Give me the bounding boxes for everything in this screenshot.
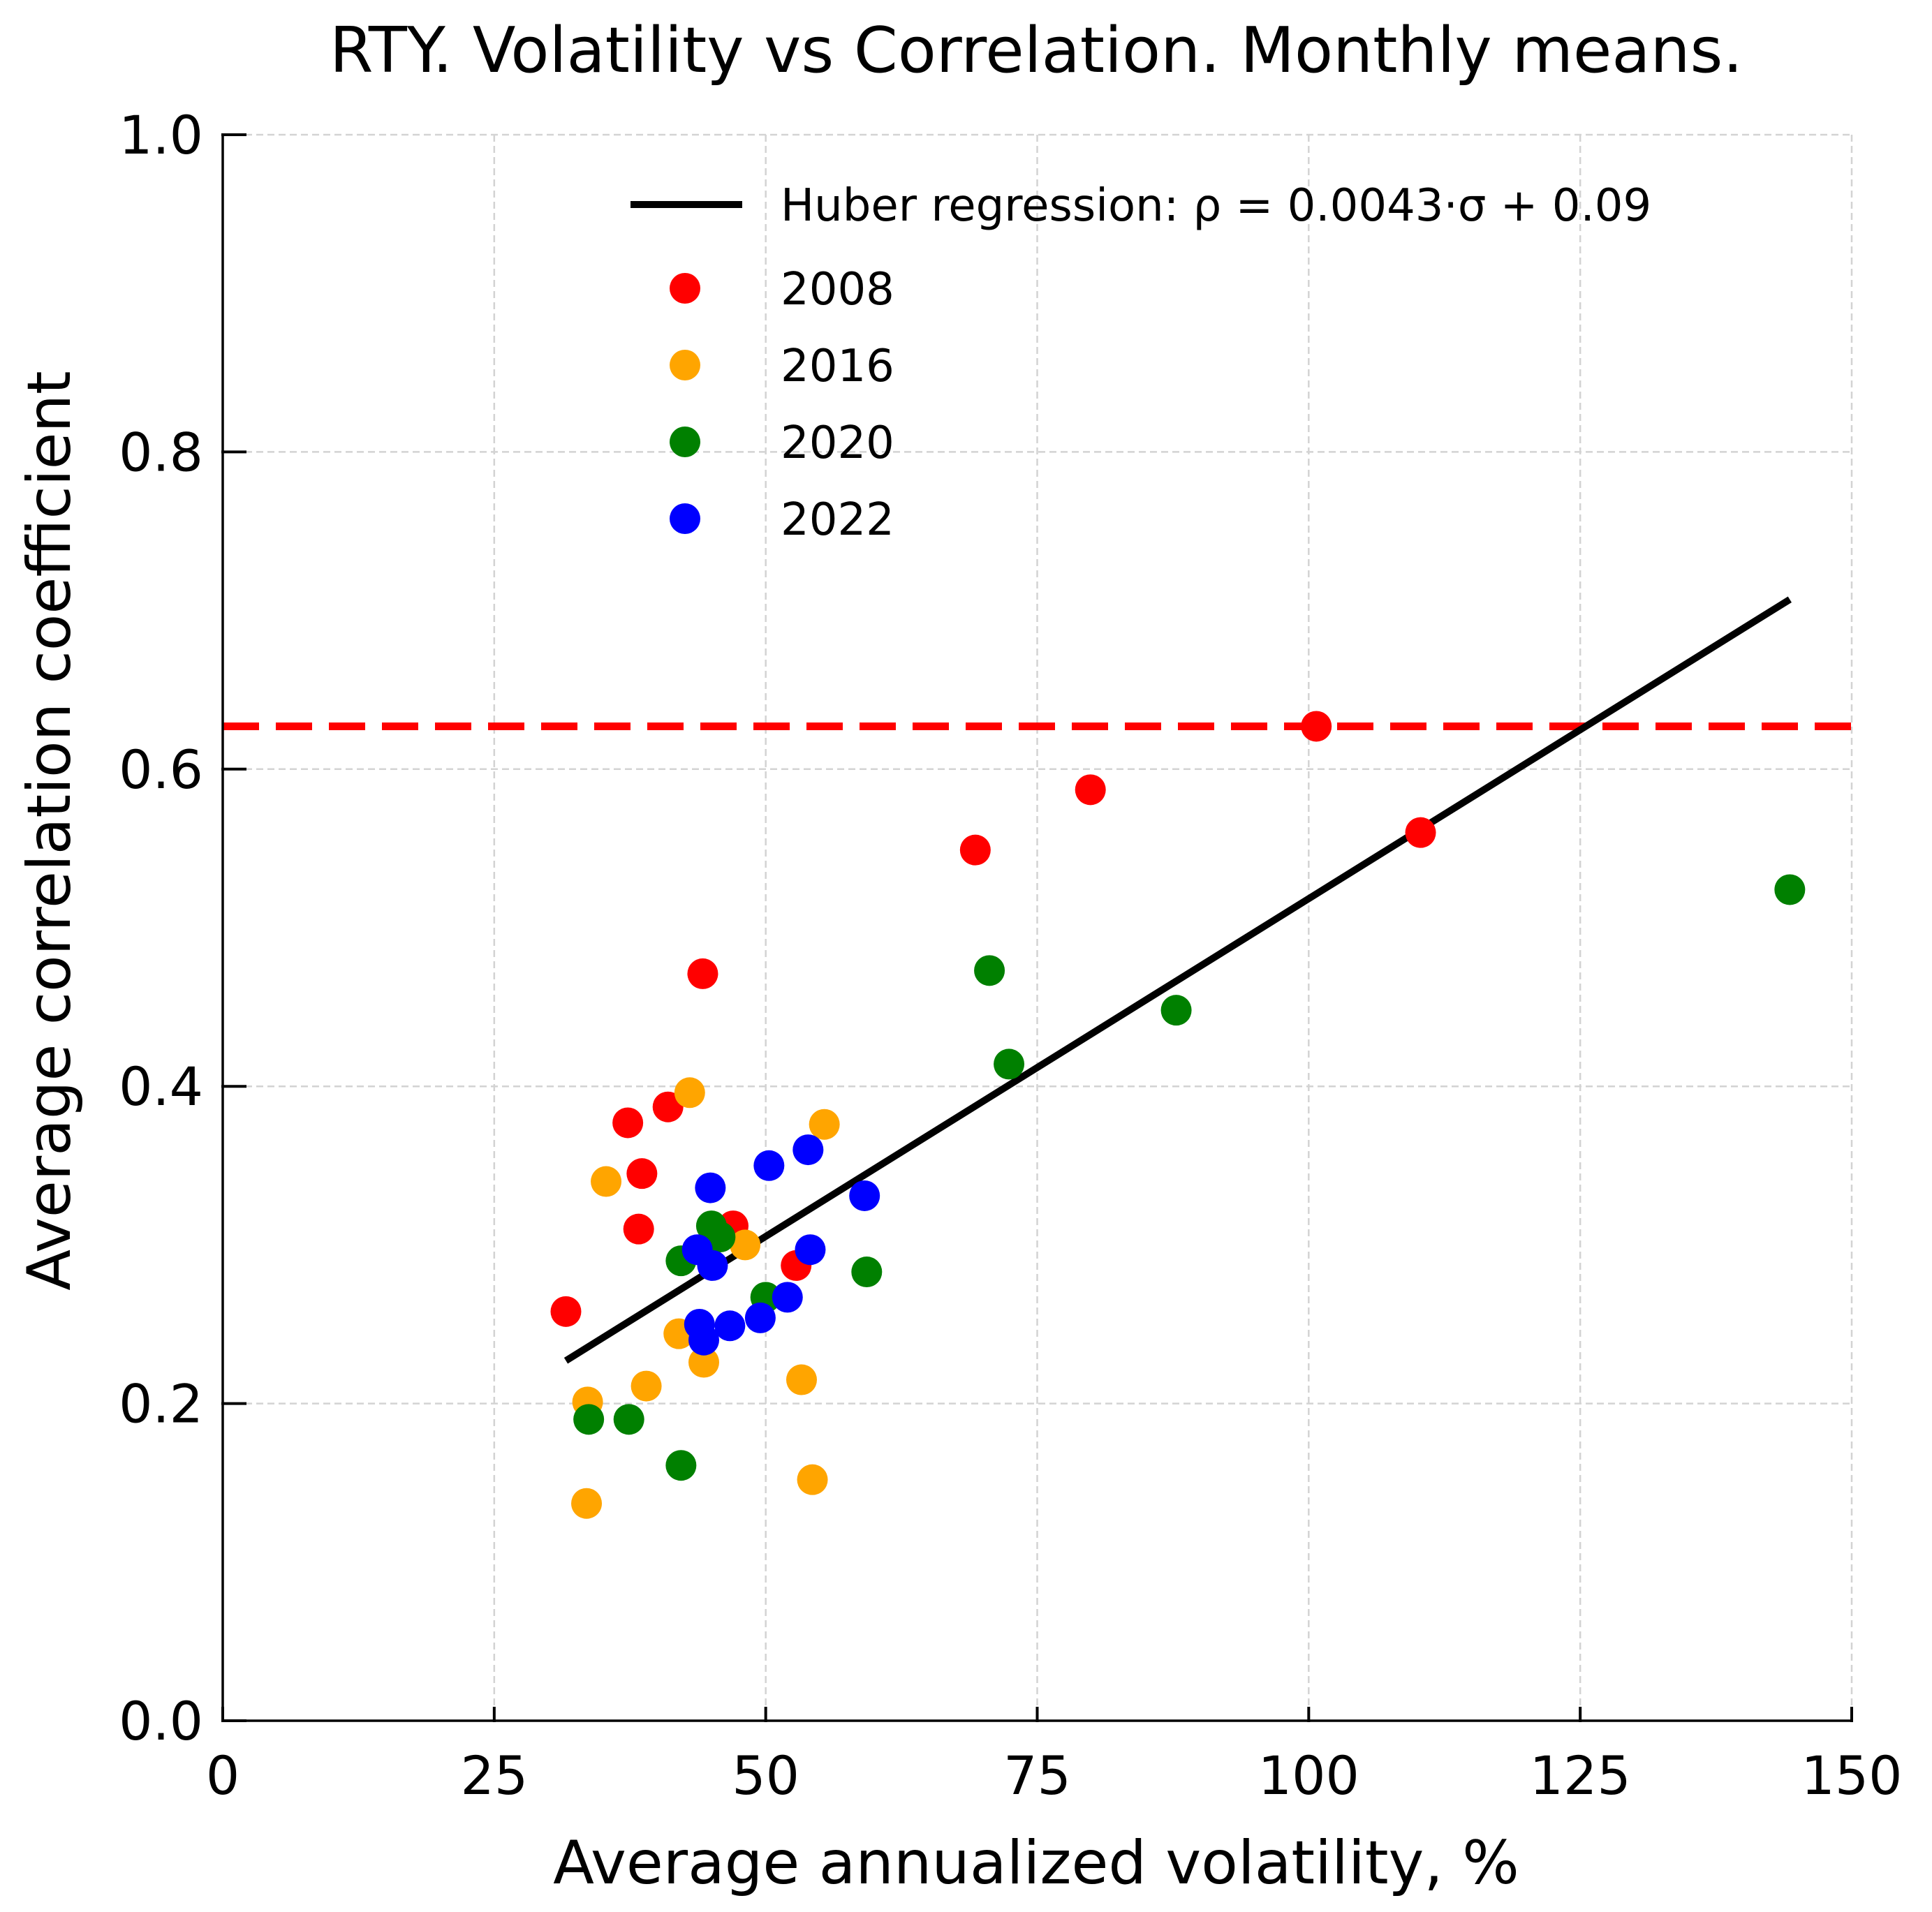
point-2016-9 [797,1464,828,1495]
regression-line-group [563,596,1792,1364]
legend-marker-2020 [670,427,700,457]
point-2016-8 [786,1364,817,1395]
point-2020-10 [1160,995,1192,1026]
point-2016-2 [591,1166,622,1197]
point-2016-0 [571,1488,603,1519]
data-points [550,711,1806,1519]
point-2022-11 [849,1180,880,1211]
point-2008-10 [1301,711,1332,742]
y-axis-label: Average correlation coefficient [15,371,84,1291]
legend-label-2016: 2016 [781,341,894,392]
legend-marker-2016 [670,350,700,380]
point-2020-7 [851,1257,883,1288]
legend-label-2020: 2020 [781,417,894,469]
point-2022-7 [753,1150,785,1181]
point-2016-6 [688,1347,720,1378]
x-tick-label-0: 0 [206,1744,239,1807]
point-2008-0 [550,1296,582,1327]
y-tick-label-0.6: 0.6 [119,739,203,801]
point-2016-5 [674,1077,705,1109]
point-2022-3 [695,1172,726,1203]
regression-line [563,596,1792,1364]
point-2016-10 [809,1109,840,1140]
point-2008-2 [623,1213,654,1245]
y-tick-label-1.0: 1.0 [119,104,203,166]
point-2016-3 [631,1370,662,1402]
point-2020-5 [705,1222,736,1253]
point-2008-3 [626,1158,658,1190]
point-2022-5 [714,1310,746,1342]
point-2022-9 [792,1134,824,1166]
legend-marker-2008 [670,273,700,304]
point-2020-11 [1774,874,1806,905]
legend-regression-label: Huber regression: ρ = 0.0043·σ + 0.09 [781,180,1651,232]
point-2022-4 [697,1250,728,1281]
point-2020-8 [974,955,1005,986]
point-2008-1 [612,1107,644,1139]
x-tick-label-150: 150 [1801,1744,1902,1807]
x-axis-label: Average annualized volatility, % [553,1828,1519,1898]
legend: Huber regression: ρ = 0.0043·σ + 0.09 20… [631,180,1651,546]
point-2020-1 [613,1404,644,1435]
x-axis-ticks: 0 25 50 75 100 125 150 [206,1707,1903,1807]
point-2022-2 [688,1324,720,1356]
y-tick-label-0.8: 0.8 [119,421,203,483]
x-tick-label-125: 125 [1530,1744,1631,1807]
legend-label-2008: 2008 [781,264,894,316]
y-tick-label-0.0: 0.0 [119,1690,203,1752]
x-tick-label-50: 50 [732,1744,799,1807]
y-tick-label-0.2: 0.2 [119,1373,203,1435]
point-2008-4 [652,1091,684,1122]
x-tick-label-75: 75 [1003,1744,1071,1807]
point-2008-11 [1405,817,1436,848]
x-tick-label-25: 25 [460,1744,528,1807]
point-2022-8 [772,1282,803,1313]
point-2016-7 [730,1229,761,1261]
legend-marker-2022 [670,503,700,534]
y-axis-ticks: 0.0 0.2 0.4 0.6 0.8 1.0 [119,104,246,1752]
point-2022-6 [744,1302,776,1333]
y-tick-label-0.4: 0.4 [119,1055,203,1118]
point-2020-9 [994,1048,1025,1080]
legend-label-2022: 2022 [781,494,894,546]
point-2022-10 [795,1234,826,1266]
point-2008-8 [959,834,991,866]
point-2020-0 [573,1404,605,1435]
point-2008-9 [1075,774,1106,806]
x-tick-label-100: 100 [1258,1744,1359,1807]
chart-title: RTY. Volatility vs Correlation. Monthly … [330,14,1743,87]
point-2020-2 [665,1450,697,1481]
point-2008-5 [687,958,718,989]
grid-lines [223,133,1853,1721]
